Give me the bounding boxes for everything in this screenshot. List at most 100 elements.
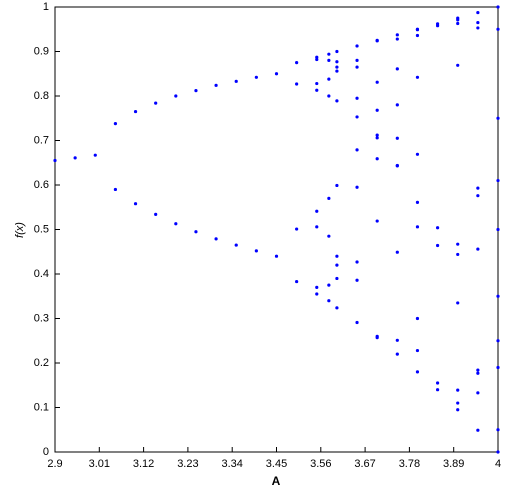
point	[496, 178, 500, 183]
point	[375, 136, 379, 140]
point	[395, 250, 399, 254]
point	[315, 81, 319, 86]
point	[496, 27, 500, 31]
point	[335, 65, 339, 69]
point	[435, 388, 440, 392]
y-tick-label: 0	[43, 446, 49, 458]
point	[456, 18, 460, 22]
point	[415, 33, 420, 38]
point	[415, 75, 420, 79]
x-tick-label: 3.45	[266, 458, 287, 470]
point	[295, 227, 299, 231]
point	[415, 370, 420, 374]
point	[355, 278, 359, 282]
point	[395, 163, 399, 168]
y-tick-label: 0.9	[34, 45, 49, 57]
point	[496, 428, 500, 432]
point	[355, 65, 359, 69]
point	[395, 103, 399, 107]
point	[476, 194, 480, 198]
point	[93, 153, 97, 157]
point	[315, 285, 319, 289]
point	[355, 320, 359, 325]
point	[355, 44, 359, 48]
point	[395, 338, 399, 342]
point	[375, 219, 379, 223]
point	[456, 252, 460, 257]
y-tick-label: 1	[43, 1, 49, 13]
point	[335, 183, 339, 188]
point	[327, 299, 331, 303]
point	[435, 24, 440, 28]
point	[315, 209, 319, 213]
point	[355, 58, 359, 63]
point	[496, 339, 500, 343]
point	[415, 316, 420, 321]
point	[395, 37, 399, 41]
y-tick-label: 0.7	[34, 134, 49, 146]
y-tick-label: 0.8	[34, 90, 49, 102]
y-tick-label: 0.2	[34, 357, 49, 369]
point	[355, 148, 359, 152]
x-tick-label: 3.12	[133, 458, 154, 470]
point	[73, 156, 77, 160]
point	[194, 230, 198, 234]
point	[496, 227, 500, 232]
point	[375, 80, 379, 84]
point	[456, 301, 460, 305]
point	[274, 72, 279, 76]
point	[456, 408, 460, 412]
point	[234, 79, 238, 83]
point	[355, 96, 359, 100]
point	[456, 242, 460, 246]
point	[327, 196, 331, 200]
point	[395, 67, 399, 71]
point	[174, 94, 178, 98]
point	[415, 225, 420, 229]
point	[327, 283, 331, 287]
x-tick-label: 3.34	[221, 458, 242, 470]
point	[214, 237, 218, 241]
point	[234, 243, 238, 247]
point	[315, 55, 319, 59]
point	[395, 352, 399, 356]
point	[375, 39, 379, 43]
point	[154, 212, 158, 216]
point	[496, 116, 500, 120]
point	[496, 365, 500, 370]
point	[435, 226, 440, 230]
x-tick-label: 2.9	[47, 458, 62, 470]
y-axis-label: f(x)	[14, 222, 26, 238]
point	[456, 63, 460, 67]
point	[327, 77, 331, 81]
point	[295, 279, 299, 284]
point	[355, 115, 359, 119]
point	[327, 58, 331, 63]
point	[415, 348, 420, 353]
point	[335, 60, 339, 64]
point	[355, 185, 359, 189]
point	[335, 69, 339, 73]
y-tick-label: 0.3	[34, 312, 49, 324]
y-tick-label: 0.1	[34, 401, 49, 413]
point	[327, 52, 331, 56]
point	[476, 247, 480, 251]
point	[254, 75, 258, 79]
point	[315, 88, 319, 92]
point	[375, 108, 379, 112]
point	[214, 83, 218, 87]
point	[335, 254, 339, 258]
point	[476, 371, 480, 375]
point	[174, 222, 178, 226]
point	[476, 368, 480, 372]
point	[476, 186, 480, 190]
point	[415, 200, 420, 204]
x-tick-label: 3.78	[399, 458, 420, 470]
point	[113, 187, 118, 192]
point	[415, 152, 420, 156]
point	[113, 121, 118, 126]
point	[335, 99, 339, 103]
y-tick-label: 0.4	[34, 268, 49, 280]
